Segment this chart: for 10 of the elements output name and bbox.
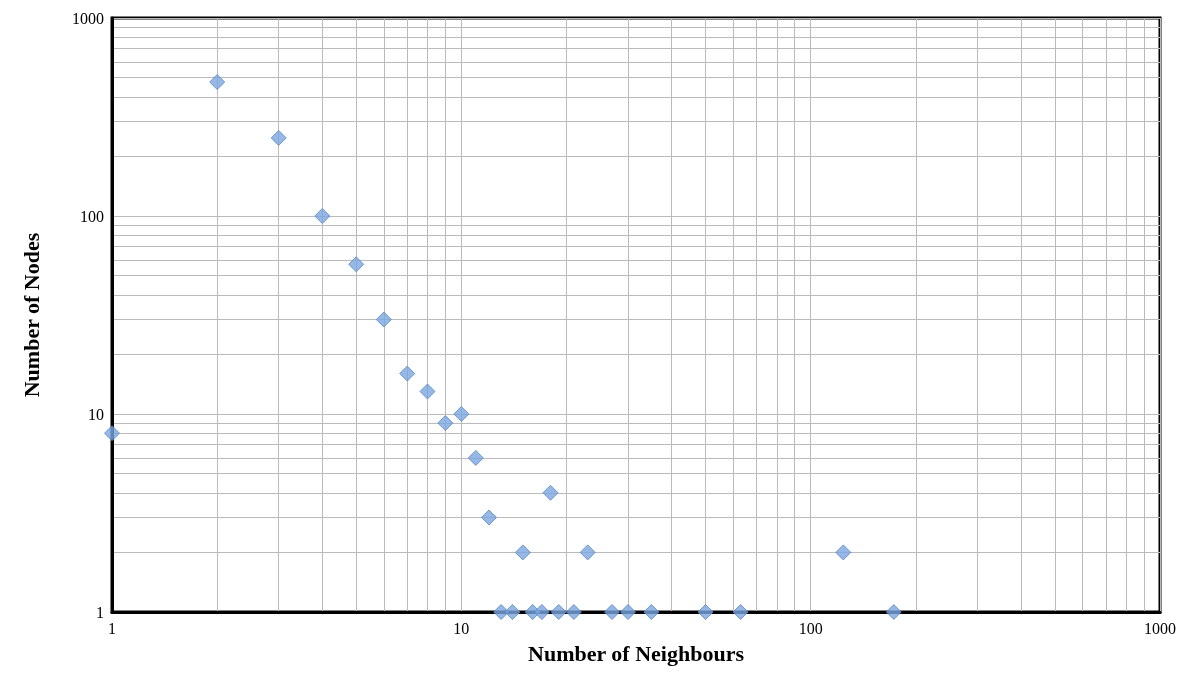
y-tick-label: 1 [96,603,104,621]
x-tick-label: 1000 [1144,619,1176,637]
y-axis-title: Number of Nodes [18,232,44,398]
y-tick-label: 100 [80,207,104,225]
x-tick-label: 100 [798,619,823,637]
x-axis-title: Number of Neighbours [528,640,745,666]
x-tick-label: 1 [108,619,116,637]
y-tick-label: 10 [88,405,104,423]
x-tick-label: 10 [453,619,470,637]
y-tick-label: 1000 [72,9,104,27]
